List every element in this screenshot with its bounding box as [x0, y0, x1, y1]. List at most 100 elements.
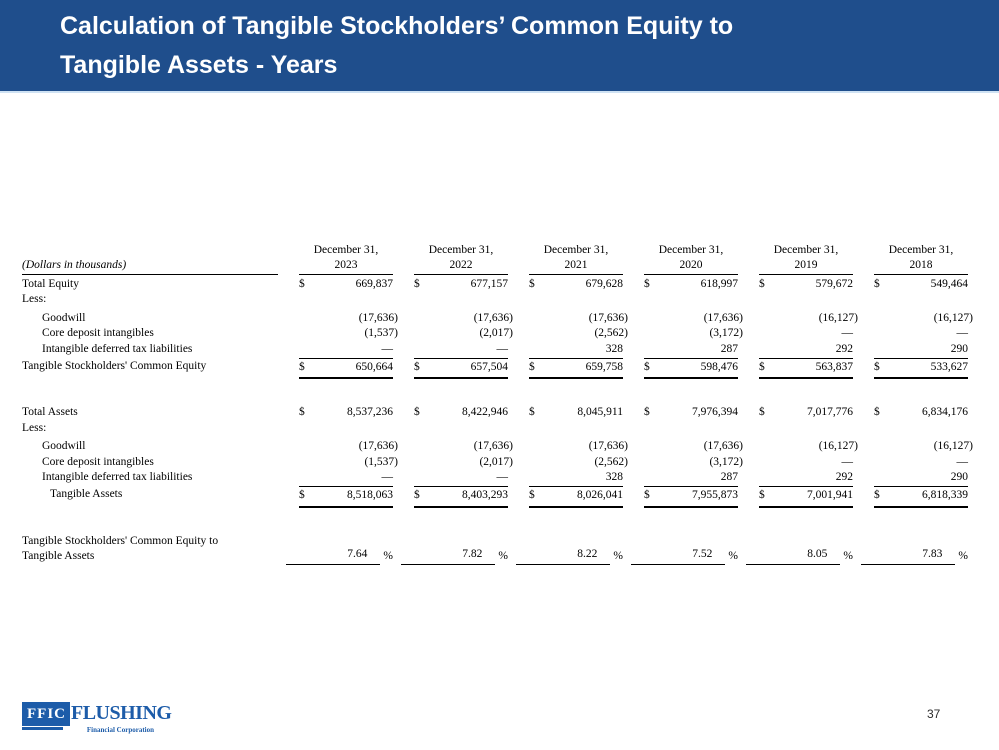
percent-sign: % [958, 550, 968, 563]
dollar-sign: $ [299, 278, 305, 290]
dollar-sign: $ [759, 361, 765, 374]
row-label-line1: Tangible Stockholders' Common Equity to [22, 534, 219, 547]
amount-cell: $669,837 [278, 277, 393, 292]
logo-underline [22, 727, 63, 730]
amount-cell: (3,172) [709, 327, 743, 340]
company-logo: FFIC FLUSHING Financial Corporation [22, 702, 172, 734]
amount-cell: $6,818,339 [853, 487, 968, 508]
amount-cell: 287 [623, 342, 738, 360]
date-label: December 31, [888, 244, 954, 256]
amount-cell: (1,537) [364, 455, 398, 468]
table-row-intangible-deferred-tax: Intangible deferred tax liabilities — — … [22, 470, 978, 488]
table-row-tangible-common-equity: Tangible Stockholders' Common Equity $65… [22, 359, 978, 380]
ratio-cell: 7.64% [278, 547, 393, 565]
percent-sign: % [383, 550, 393, 563]
amount-cell: (17,636) [473, 311, 513, 324]
logo-tagline: Financial Corporation [86, 726, 154, 734]
amount-cell: 290 [853, 342, 968, 360]
column-header: December 31, 2021 [508, 243, 623, 275]
amount-cell: — [956, 455, 969, 468]
table-row-total-assets: Total Assets $8,537,236 $8,422,946 $8,04… [22, 405, 978, 420]
year-label: 2019 [759, 258, 853, 275]
row-label: Core deposit intangibles [42, 455, 154, 468]
amount-cell: $8,518,063 [278, 487, 393, 508]
amount-cell: $579,672 [738, 277, 853, 292]
amount-cell: $563,837 [738, 359, 853, 380]
slide-title-line2: Tangible Assets - Years [60, 51, 338, 79]
amount-cell: $8,422,946 [393, 405, 508, 420]
year-label: 2022 [414, 258, 508, 275]
row-label: Less: [22, 293, 47, 306]
row-label: Core deposit intangibles [42, 327, 154, 340]
row-label: Tangible Assets [50, 488, 123, 501]
dollar-sign: $ [874, 278, 880, 290]
amount-cell: $657,504 [393, 359, 508, 380]
amount-cell: (17,636) [703, 311, 743, 324]
page-number: 37 [927, 707, 941, 721]
table-row-core-deposit-intangibles: Core deposit intangibles (1,537) (2,017)… [22, 326, 978, 341]
percent-sign: % [498, 550, 508, 563]
date-label: December 31, [428, 244, 494, 256]
column-header: December 31, 2023 [278, 243, 393, 275]
dollar-sign: $ [759, 278, 765, 290]
table-header-row: (Dollars in thousands) December 31, 2023 … [22, 243, 978, 275]
row-label-line2: Tangible Assets [22, 550, 95, 563]
dollar-sign: $ [644, 361, 650, 374]
dollar-sign: $ [529, 489, 535, 502]
ratio-cell: 8.05% [738, 547, 853, 565]
amount-cell: — [278, 470, 393, 488]
dollar-sign: $ [874, 361, 880, 374]
percent-sign: % [613, 550, 623, 563]
amount-cell: $598,476 [623, 359, 738, 380]
dollar-sign: $ [529, 278, 535, 290]
dollar-sign: $ [759, 406, 765, 419]
dollar-sign: $ [874, 489, 880, 502]
amount-cell: — [393, 342, 508, 360]
ratio-cell: 7.82% [393, 547, 508, 565]
amount-cell: (17,636) [703, 440, 743, 453]
amount-cell: — [393, 470, 508, 488]
logo-company-name: FLUSHING [71, 702, 172, 724]
row-label: Less: [22, 421, 47, 434]
amount-cell: $8,045,911 [508, 405, 623, 420]
amount-cell: $679,628 [508, 277, 623, 292]
amount-cell: $549,464 [853, 277, 968, 292]
amount-cell: (17,636) [358, 311, 398, 324]
date-label: December 31, [313, 244, 379, 256]
amount-cell: $650,664 [278, 359, 393, 380]
amount-cell: 328 [508, 470, 623, 488]
year-label: 2018 [874, 258, 968, 275]
amount-cell: — [956, 327, 969, 340]
amount-cell: $7,976,394 [623, 405, 738, 420]
date-label: December 31, [543, 244, 609, 256]
logo-acronym-box: FFIC [22, 702, 70, 726]
amount-cell: (16,127) [933, 311, 973, 324]
amount-cell: $659,758 [508, 359, 623, 380]
percent-sign: % [728, 550, 738, 563]
year-label: 2020 [644, 258, 738, 275]
dollar-sign: $ [529, 406, 535, 419]
amount-cell: — [841, 455, 854, 468]
column-header: December 31, 2018 [853, 243, 968, 275]
amount-cell: — [841, 327, 854, 340]
table-row-goodwill: Goodwill (17,636) (17,636) (17,636) (17,… [22, 311, 978, 326]
slide-title: Calculation of Tangible Stockholders’ Co… [0, 0, 999, 85]
section-spacer [22, 379, 978, 405]
table-row-core-deposit-intangibles: Core deposit intangibles (1,537) (2,017)… [22, 455, 978, 470]
title-banner: Calculation of Tangible Stockholders’ Co… [0, 0, 999, 93]
row-label: Intangible deferred tax liabilities [42, 471, 193, 484]
column-header: December 31, 2022 [393, 243, 508, 275]
amount-cell: (16,127) [818, 440, 858, 453]
date-label: December 31, [658, 244, 724, 256]
year-label: 2021 [529, 258, 623, 275]
amount-cell: (2,017) [479, 327, 513, 340]
row-label: Goodwill [42, 440, 86, 453]
logo-top: FFIC FLUSHING [22, 702, 172, 726]
amount-cell: $7,955,873 [623, 487, 738, 508]
year-label: 2023 [299, 258, 393, 275]
ratio-cell: 7.52% [623, 547, 738, 565]
amount-cell: (3,172) [709, 455, 743, 468]
amount-cell: (17,636) [358, 440, 398, 453]
table-row-less: Less: [22, 421, 978, 436]
